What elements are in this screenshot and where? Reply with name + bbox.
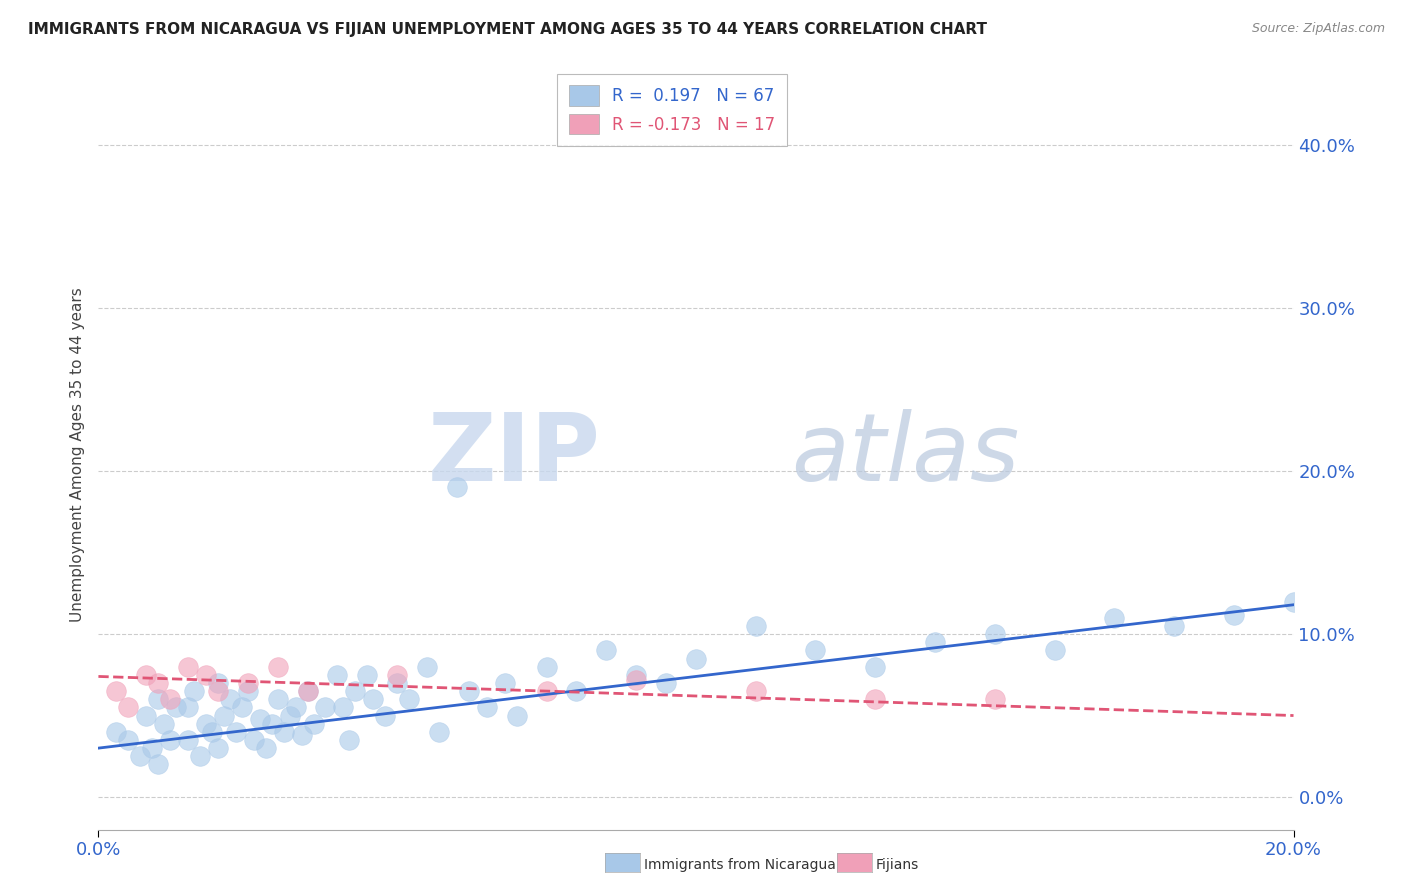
Point <box>363 692 385 706</box>
Point <box>315 700 337 714</box>
Text: Fijians: Fijians <box>876 858 920 872</box>
Point <box>745 619 768 633</box>
Point <box>291 728 314 742</box>
Point <box>195 716 218 731</box>
Point <box>105 724 128 739</box>
Point <box>207 676 229 690</box>
Point <box>326 668 349 682</box>
Point <box>177 659 200 673</box>
Text: IMMIGRANTS FROM NICARAGUA VS FIJIAN UNEMPLOYMENT AMONG AGES 35 TO 44 YEARS CORRE: IMMIGRANTS FROM NICARAGUA VS FIJIAN UNEM… <box>28 22 987 37</box>
Point <box>1282 594 1305 608</box>
Point <box>236 684 259 698</box>
Point <box>165 700 187 714</box>
Point <box>183 684 205 698</box>
Point <box>685 651 707 665</box>
Point <box>536 684 558 698</box>
Point <box>249 712 271 726</box>
Point <box>153 716 176 731</box>
Point <box>236 676 259 690</box>
Point <box>332 700 354 714</box>
Point <box>267 692 290 706</box>
Point <box>159 692 181 706</box>
Point <box>297 684 319 698</box>
Point <box>225 724 247 739</box>
Point <box>254 741 277 756</box>
Text: Immigrants from Nicaragua: Immigrants from Nicaragua <box>644 858 835 872</box>
Point <box>267 659 290 673</box>
Point <box>374 708 396 723</box>
Point <box>148 692 170 706</box>
Point <box>458 684 481 698</box>
Point <box>207 741 229 756</box>
Point <box>159 733 181 747</box>
Point <box>595 643 617 657</box>
Point <box>278 708 301 723</box>
Point <box>626 668 648 682</box>
Point <box>1163 619 1185 633</box>
Point <box>141 741 163 756</box>
Point <box>177 733 200 747</box>
Point <box>105 684 128 698</box>
Point <box>339 733 361 747</box>
Text: ZIP: ZIP <box>427 409 600 501</box>
Point <box>117 700 139 714</box>
Point <box>984 692 1007 706</box>
Point <box>565 684 588 698</box>
Point <box>865 692 887 706</box>
Y-axis label: Unemployment Among Ages 35 to 44 years: Unemployment Among Ages 35 to 44 years <box>69 287 84 623</box>
Point <box>117 733 139 747</box>
Point <box>177 700 200 714</box>
Point <box>302 716 325 731</box>
Point <box>385 676 409 690</box>
Point <box>398 692 420 706</box>
Point <box>201 724 224 739</box>
Point <box>446 481 468 495</box>
Point <box>148 757 170 772</box>
Point <box>243 733 266 747</box>
Point <box>1104 611 1126 625</box>
Point <box>212 708 235 723</box>
Point <box>273 724 295 739</box>
Point <box>924 635 946 649</box>
Point <box>1043 643 1066 657</box>
Point <box>475 700 498 714</box>
Point <box>219 692 242 706</box>
Point <box>135 708 157 723</box>
Point <box>506 708 529 723</box>
Point <box>626 673 648 687</box>
Point <box>297 684 319 698</box>
Point <box>231 700 253 714</box>
Point <box>865 659 887 673</box>
Text: atlas: atlas <box>792 409 1019 500</box>
Point <box>984 627 1007 641</box>
Point <box>135 668 157 682</box>
Point <box>284 700 307 714</box>
Point <box>427 724 450 739</box>
Point <box>148 676 170 690</box>
Point <box>207 684 229 698</box>
Point <box>385 668 409 682</box>
Point <box>260 716 283 731</box>
Point <box>804 643 827 657</box>
Point <box>655 676 678 690</box>
Point <box>494 676 516 690</box>
Point <box>188 749 211 764</box>
Point <box>344 684 367 698</box>
Text: Source: ZipAtlas.com: Source: ZipAtlas.com <box>1251 22 1385 36</box>
Point <box>745 684 768 698</box>
Point <box>1223 607 1246 622</box>
Point <box>356 668 378 682</box>
Point <box>129 749 152 764</box>
Legend: R =  0.197   N = 67, R = -0.173   N = 17: R = 0.197 N = 67, R = -0.173 N = 17 <box>557 74 787 146</box>
Point <box>536 659 558 673</box>
Point <box>416 659 439 673</box>
Point <box>195 668 218 682</box>
